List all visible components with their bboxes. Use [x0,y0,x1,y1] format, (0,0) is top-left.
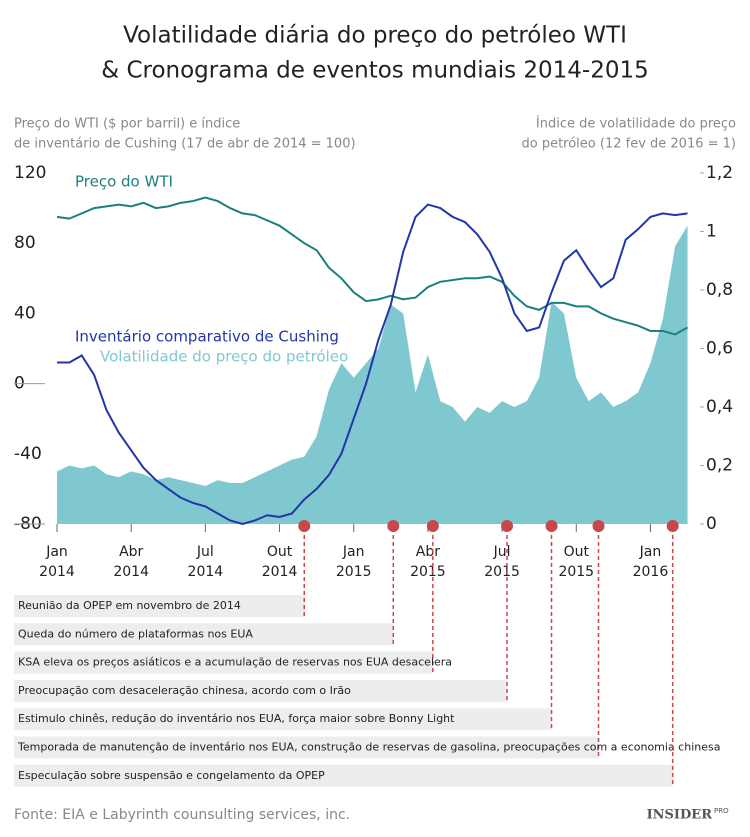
event-label: Estimulo chinês, redução do inventário n… [18,712,455,725]
x-tick-label: Out 2015 [558,544,594,580]
event-marker [666,520,679,532]
event-label: Temporada de manutenção de inventário no… [17,741,720,754]
event-row [14,679,508,702]
event-marker [426,520,439,532]
volatility-area [57,225,688,524]
legend-label: Volatilidade do preço do petróleo [100,348,348,366]
y2-tick-label: 0 [706,514,717,534]
legend-label: Inventário comparativo de Cushing [75,328,339,346]
y2-tick-label: 1,2 [706,163,733,183]
legend-label: Preço do WTI [75,173,173,191]
event-label: Reunião da OPEP em novembro de 2014 [18,599,241,612]
chart-title: Volatilidade diária do preço do petróleo… [123,23,627,49]
series-line [56,196,689,336]
x-tick-label: Abr 2015 [410,544,446,580]
y-tick-label: 120 [14,163,46,183]
brand: INSIDER [647,808,713,823]
y-axis-title: de inventário de Cushing (17 de abr de 2… [14,137,356,152]
series-line [57,203,688,526]
y2-tick-label: 1 [706,222,717,242]
event-label: Queda do número de plataformas nos EUA [18,627,253,640]
event-marker [592,520,605,532]
event-label: KSA eleva os preços asiáticos e a acumul… [18,656,452,669]
y2-tick-label: 0,2 [706,456,733,476]
event-marker [387,520,400,532]
event-marker [298,520,311,532]
y2-tick-label: 0,4 [706,397,733,417]
y-tick-label: 80 [14,233,36,253]
y2-axis-title: do petróleo (12 fev de 2016 = 1) [521,137,736,152]
event-row [14,651,433,674]
event-row [14,764,673,787]
plot [57,225,688,524]
y-axis-title: Preço do WTI ($ por barril) e índice [14,117,240,132]
event-marker [545,520,558,532]
x-tick-label: Jan 2016 [633,544,669,580]
event-marker [501,520,514,532]
y-tick-label: 40 [14,303,36,323]
x-tick-label: Jan 2014 [39,544,75,580]
event-row [14,736,599,759]
x-tick-label: Jul 2014 [188,544,224,580]
source: Fonte: EIA e Labyrinth counsulting servi… [14,807,350,823]
event-label: Preocupação com desaceleração chinesa, a… [18,684,351,697]
event-row [14,708,552,731]
x-tick-label: Jul 2015 [484,544,520,580]
event-row [14,595,305,617]
brand-sub: PRO [714,807,729,815]
event-label: Especulação sobre suspensão e congelamen… [18,769,325,782]
y-tick-label: -40 [14,444,42,464]
x-tick-label: Abr 2014 [113,544,149,580]
y2-tick-label: 0,8 [706,280,733,300]
chart-title: & Cronograma de eventos mundiais 2014-20… [101,58,649,84]
x-tick-label: Jan 2015 [336,544,372,580]
event-row [14,623,394,646]
y2-tick-label: 0,6 [706,339,733,359]
y2-axis-title: Índice de volatilidade do preço [536,116,736,132]
x-tick-label: Out 2014 [262,544,298,580]
